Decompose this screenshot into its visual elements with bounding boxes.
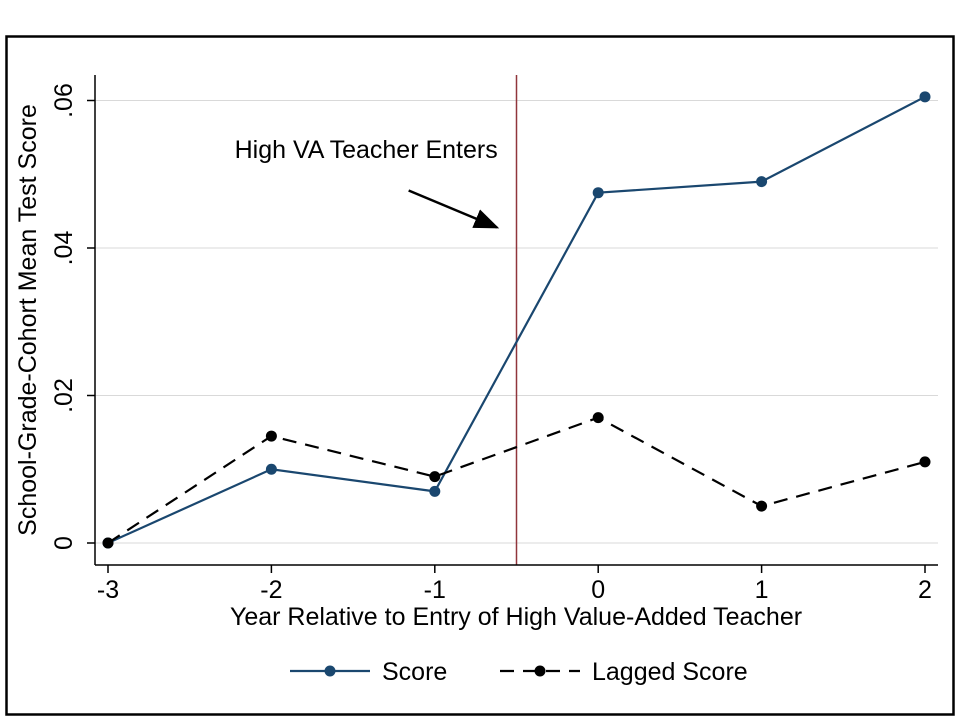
x-tick-label: 1 xyxy=(755,576,769,604)
x-axis: -3 -2 -1 0 1 2 xyxy=(95,564,938,604)
data-point-marker xyxy=(756,500,768,512)
legend-lagged-marker xyxy=(534,665,546,677)
x-tick-label: -2 xyxy=(260,576,282,604)
data-point-marker xyxy=(756,176,768,188)
data-point-marker xyxy=(429,471,441,483)
legend-lagged-label: Lagged Score xyxy=(592,658,748,686)
y-axis-title: School-Grade-Cohort Mean Test Score xyxy=(14,104,42,536)
legend: Score Lagged Score xyxy=(290,658,748,686)
data-point-marker xyxy=(592,412,604,424)
data-point-marker xyxy=(429,485,441,497)
x-tick-label: 2 xyxy=(918,576,932,604)
figure-border xyxy=(5,35,955,716)
series-lagged-score xyxy=(102,412,931,549)
series-line xyxy=(107,416,926,544)
x-tick-label: 0 xyxy=(591,576,605,604)
data-point-marker xyxy=(265,463,277,475)
data-point-marker xyxy=(265,430,277,442)
data-point-marker xyxy=(592,187,604,199)
data-point-marker xyxy=(919,456,931,468)
y-tick-label: .06 xyxy=(50,83,78,118)
y-tick-label: .04 xyxy=(50,231,78,266)
legend-score-label: Score xyxy=(382,658,447,686)
y-tick-label: .02 xyxy=(50,378,78,413)
y-axis: 0 .02 .04 .06 xyxy=(50,75,96,565)
arrow-line xyxy=(408,189,500,229)
data-point-marker xyxy=(919,91,931,103)
legend-score-marker xyxy=(324,665,336,677)
annotation-label: High VA Teacher Enters xyxy=(235,136,498,164)
x-axis-title: Year Relative to Entry of High Value-Add… xyxy=(230,603,802,631)
x-tick-label: -1 xyxy=(424,576,446,604)
data-point-marker xyxy=(102,537,114,549)
annotation-arrow xyxy=(408,189,500,229)
series-line xyxy=(107,95,926,545)
y-tick-label: 0 xyxy=(50,536,78,550)
x-tick-label: -3 xyxy=(97,576,119,604)
